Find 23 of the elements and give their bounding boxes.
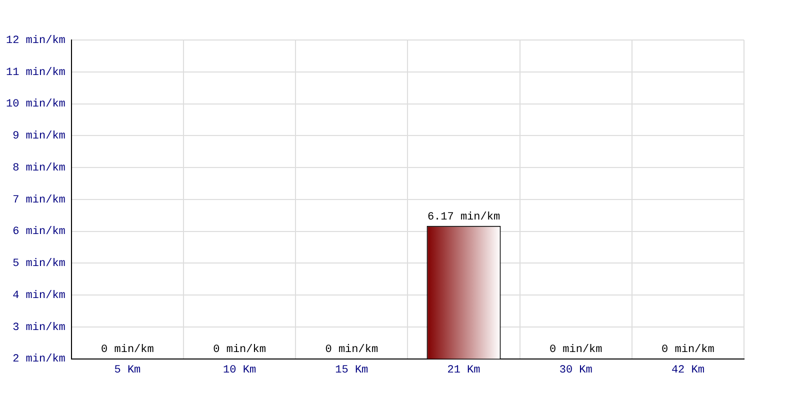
- x-tick-label: 30 Km: [559, 364, 593, 376]
- x-tick-label: 21 Km: [447, 364, 481, 376]
- x-tick-label: 10 Km: [223, 364, 256, 376]
- y-tick-label: 4 min/km: [12, 290, 66, 302]
- y-tick-label: 8 min/km: [12, 162, 66, 174]
- y-tick-label: 11 min/km: [6, 66, 66, 79]
- text: 0 min/km: [662, 344, 714, 356]
- y-tick-label: 12 min/km: [6, 34, 66, 47]
- text: 0 min/km: [101, 344, 154, 356]
- x-tick-label: 5 Km: [114, 364, 142, 376]
- y-tick-label: 3 min/km: [12, 322, 66, 334]
- text: 0 min/km: [549, 344, 602, 356]
- y-tick-label: 6 min/km: [12, 226, 66, 238]
- x-tick-label: 15 Km: [335, 364, 369, 376]
- y-tick-label: 2 min/km: [12, 354, 66, 366]
- data-label: 6.17 min/km: [427, 211, 500, 224]
- x-tick-label: 42 Km: [671, 364, 705, 376]
- y-tick-label: 10 min/km: [6, 98, 66, 111]
- y-tick-label: 5 min/km: [12, 258, 66, 270]
- y-tick-label: 9 min/km: [12, 130, 66, 143]
- y-tick-label: 7 min/km: [12, 194, 66, 206]
- text: 0 min/km: [325, 344, 378, 356]
- text: 0 min/km: [213, 344, 266, 356]
